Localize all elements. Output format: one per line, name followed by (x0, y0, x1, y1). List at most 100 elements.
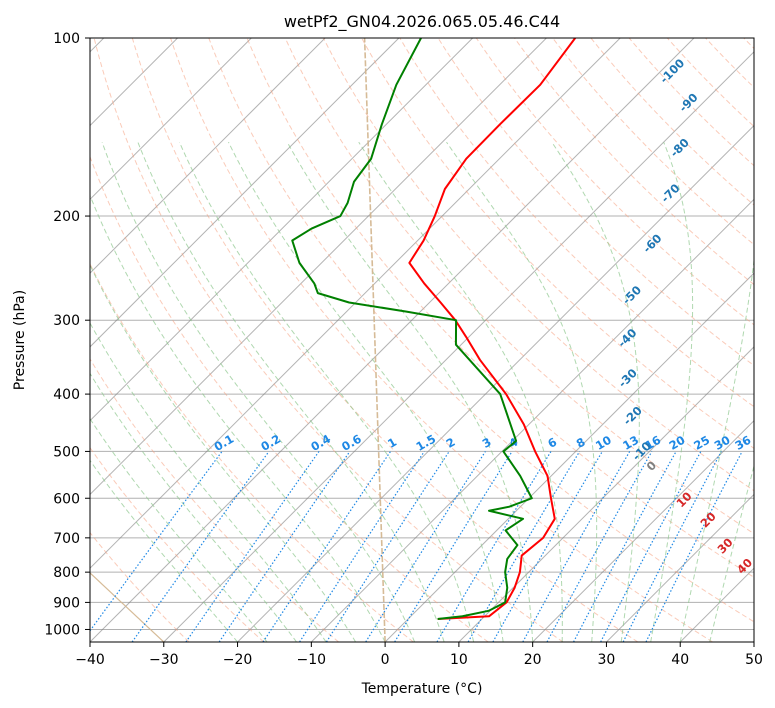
lcl-arc-line (363, 38, 386, 642)
y-axis-title: Pressure (hPa) (12, 290, 28, 390)
isotherm-line (237, 124, 754, 642)
moist-adiabat-line (650, 141, 694, 642)
moist-adiabat-line (90, 321, 327, 642)
mixing-ratio-label: 13 (620, 433, 641, 453)
mixing-ratio-lines (90, 451, 743, 642)
moist-adiabat-line (679, 256, 754, 642)
isotherm-line (90, 38, 621, 569)
mixing-ratio-line (522, 451, 631, 642)
chart-title: wetPf2_GN04.2026.065.05.46.C44 (284, 12, 560, 32)
x-tick-label: −30 (149, 652, 179, 668)
y-axis: 100 200 300 400 500 600 700 800 900 1000 (44, 31, 90, 638)
dry-adiabat-line (90, 531, 190, 642)
x-tick-label: 50 (745, 652, 763, 668)
dewpoint-profile-line (291, 38, 533, 620)
dry-adiabat-line (322, 38, 754, 492)
y-tick-label: 200 (53, 209, 80, 225)
dry-adiabat-line (437, 38, 754, 367)
mixing-ratio-line (394, 451, 513, 642)
x-tick-label: 30 (598, 652, 616, 668)
mixing-ratio-label: 36 (732, 433, 753, 453)
y-tick-label: 300 (53, 313, 80, 329)
lcl-arc-line (90, 572, 165, 642)
moist-adiabat-line (709, 464, 754, 642)
mixing-ratio-line (185, 451, 320, 642)
y-tick-label: 400 (53, 387, 80, 403)
dry-adiabat-line (90, 358, 339, 642)
mixing-ratio-label: 16 (642, 433, 663, 453)
isotherm-line (90, 38, 326, 274)
isotherm-line (90, 38, 547, 496)
y-tick-label: 900 (53, 595, 80, 611)
moist-adiabat-line (90, 372, 297, 642)
dry-adiabat-line (170, 38, 713, 642)
moist-adiabat-line (228, 141, 504, 642)
dry-adiabat-line (552, 38, 754, 246)
isotherm-line (532, 419, 754, 642)
dry-adiabats (90, 38, 754, 642)
mixing-ratio-line (365, 451, 486, 642)
x-tick-label: 10 (450, 652, 468, 668)
dry-adiabat-line (399, 38, 754, 408)
moist-adiabat-line (358, 141, 563, 642)
moist-adiabat-line (101, 141, 416, 642)
plot-area: 0.1 0.2 0.4 0.6 1 1.5 2 3 4 6 8 10 13 16 20 25 30 36-100-… (90, 38, 755, 642)
dry-adiabat-label: 40 (734, 555, 755, 576)
y-tick-label: 800 (53, 565, 80, 581)
mixing-ratio-line (622, 451, 722, 642)
mixing-ratio-label: 30 (712, 433, 733, 453)
isotherm-line (163, 51, 754, 642)
isotherm-line (606, 493, 754, 642)
dry-adiabat-line (475, 38, 754, 326)
mixing-ratio-line (573, 451, 677, 642)
mixing-ratio-line (131, 451, 270, 642)
mixing-ratio-line (90, 451, 223, 632)
dry-adiabat-line (628, 38, 754, 167)
y-tick-label: 700 (53, 531, 80, 547)
sounding-profiles (291, 38, 577, 620)
isotherm-line (458, 346, 754, 642)
moist-adiabats (90, 141, 754, 642)
isotherm-line (90, 38, 695, 642)
x-tick-label: −20 (223, 652, 253, 668)
y-tick-label: 600 (53, 491, 80, 507)
mixing-ratio-line (467, 451, 581, 642)
mixing-ratio-label: 25 (691, 433, 712, 453)
moist-adiabat-line (286, 141, 534, 642)
dry-adiabat-line (131, 38, 639, 642)
isotherm-line (90, 38, 400, 348)
mixing-ratio-line (325, 451, 450, 642)
plot-frame (89, 37, 755, 643)
x-tick-label: 0 (381, 652, 390, 668)
moist-adiabat-line (90, 263, 357, 642)
x-axis: −40 −30 −20 −10 0 10 20 30 40 50 (75, 642, 763, 668)
mixing-ratio-label: 10 (593, 433, 614, 453)
y-tick-label: 500 (53, 444, 80, 460)
x-tick-label: −40 (75, 652, 105, 668)
dry-adiabat-line (93, 38, 564, 642)
mixing-ratio-line (600, 451, 702, 642)
moist-adiabat-line (90, 417, 268, 642)
isobar-grid (90, 38, 754, 630)
x-tick-label: 20 (524, 652, 542, 668)
isotherm-grid (90, 38, 754, 642)
mixing-ratio-line (299, 451, 425, 642)
lcl-arcs (90, 38, 386, 642)
x-axis-title: Temperature (°C) (361, 681, 483, 697)
mixing-ratio-label: 20 (667, 433, 688, 453)
x-tick-label: −10 (297, 652, 327, 668)
isotherm-line (384, 272, 754, 642)
y-tick-label: 1000 (44, 622, 80, 638)
moist-adiabat-line (551, 141, 640, 642)
mixing-ratio-line (492, 451, 603, 642)
mixing-ratio-line (645, 451, 743, 642)
dry-adiabat-line (208, 38, 754, 623)
isotherm-line (90, 38, 474, 422)
moist-adiabat-line (178, 141, 475, 642)
isotherm-line (90, 38, 252, 201)
dry-adiabat-line (361, 38, 754, 449)
mixing-ratio-line (546, 451, 653, 642)
moist-adiabat-line (90, 459, 238, 642)
